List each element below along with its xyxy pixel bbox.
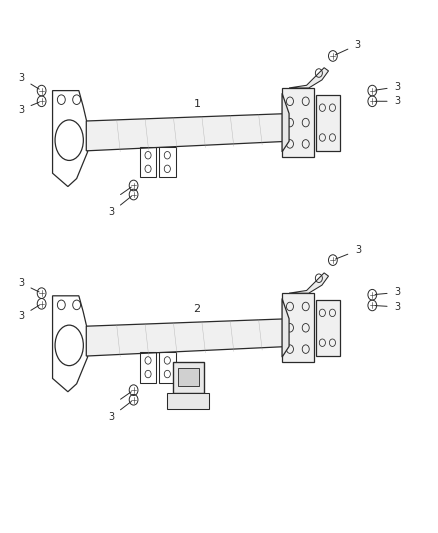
Polygon shape [289,273,328,293]
Polygon shape [167,393,209,409]
Bar [316,300,340,356]
Polygon shape [86,319,289,356]
Bar [140,352,156,383]
Text: 2: 2 [194,304,201,314]
Text: 3: 3 [355,39,361,50]
Bar [140,147,156,177]
Text: 3: 3 [395,287,401,297]
Text: 3: 3 [355,245,361,255]
Text: 3: 3 [18,104,24,115]
Bar [173,362,204,393]
Polygon shape [289,68,328,88]
Text: 3: 3 [395,302,401,312]
Bar [282,88,314,157]
Bar [178,368,199,386]
Bar [159,147,176,177]
Bar [282,293,314,362]
Polygon shape [86,114,289,151]
Text: 3: 3 [395,96,401,106]
Polygon shape [282,298,289,357]
Polygon shape [282,93,289,152]
Text: 3: 3 [18,74,25,83]
Text: 3: 3 [395,82,401,92]
Text: 3: 3 [18,311,25,321]
Text: 1: 1 [194,99,201,109]
Text: 3: 3 [18,278,24,288]
Bar [316,95,340,150]
Text: 3: 3 [109,411,115,422]
Text: 3: 3 [109,207,115,217]
Bar [159,352,176,383]
